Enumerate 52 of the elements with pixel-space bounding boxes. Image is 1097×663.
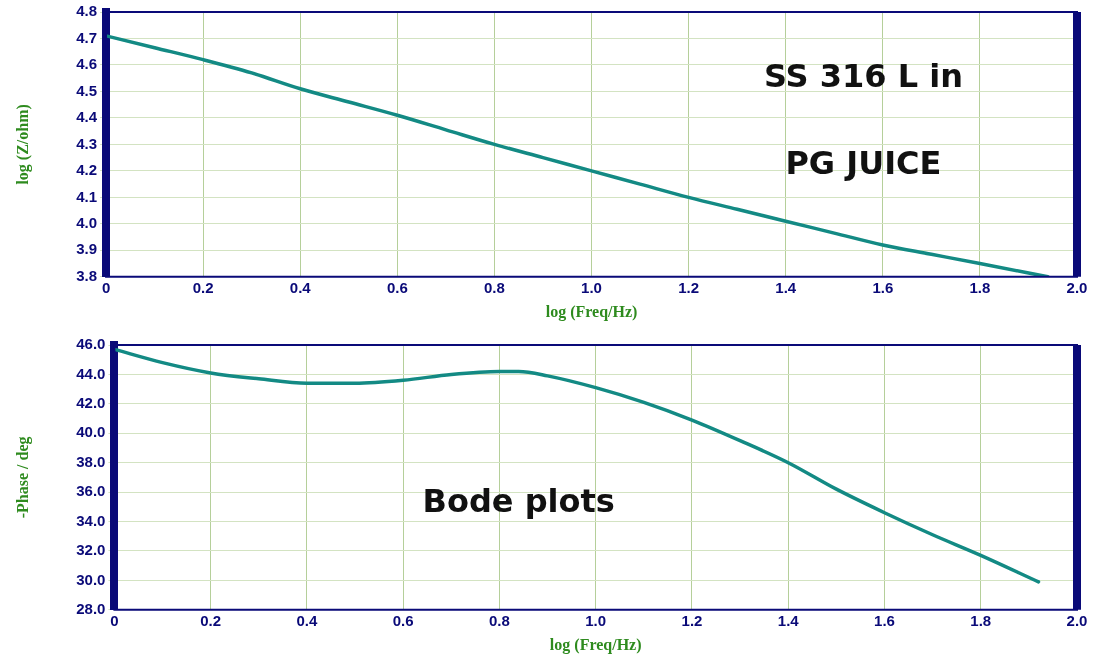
y-tick-label: 4.2 — [76, 161, 98, 179]
x-tick-label: 0.2 — [200, 611, 222, 629]
y-tick-label: 32.0 — [76, 541, 106, 559]
y-tick-label: 40.0 — [76, 423, 106, 441]
y-tick-label: 46.0 — [76, 335, 106, 353]
y-tick-label: 4.1 — [76, 187, 98, 205]
x-tick-label: 0 — [110, 611, 119, 629]
y-tick-label: 30.0 — [76, 570, 106, 588]
line-series — [114, 347, 1041, 584]
x-tick-label: 0.4 — [296, 611, 318, 629]
y-tick-label: 4.5 — [76, 81, 98, 99]
x-tick-label: 0 — [101, 278, 111, 296]
y-tick-label: 38.0 — [76, 452, 106, 470]
x-tick-label: 0.6 — [386, 278, 408, 296]
x-tick-label: 1.6 — [874, 611, 895, 629]
x-tick-label: 1.6 — [872, 278, 894, 296]
x-tick-label: 0.8 — [489, 611, 510, 629]
y-tick-label: 28.0 — [76, 599, 106, 617]
y-tick-label: 4.3 — [76, 134, 98, 152]
x-tick-label: 1.8 — [969, 278, 991, 296]
x-tick-label: 1.2 — [678, 278, 700, 296]
x-tick-label: 1.8 — [970, 611, 992, 629]
y-tick-label: 34.0 — [76, 511, 106, 529]
x-tick-label: 1.0 — [581, 278, 602, 296]
y-tick-label: 4.0 — [76, 213, 98, 231]
y-tick-label: 4.7 — [76, 28, 98, 46]
y-axis-title: log (Z/ohm) — [13, 104, 32, 185]
x-axis-title: log (Freq/Hz) — [549, 635, 642, 654]
x-tick-label: 2.0 — [1066, 611, 1088, 629]
annotation: SS 316 L in — [763, 56, 963, 95]
line-series — [106, 34, 1050, 277]
annotation: Bode plots — [422, 482, 615, 521]
x-axis-title: log (Freq/Hz) — [545, 302, 638, 321]
x-tick-label: 1.4 — [777, 611, 800, 629]
y-tick-label: 36.0 — [76, 482, 106, 500]
x-tick-label: 1.0 — [585, 611, 607, 629]
y-tick-label: 42.0 — [76, 393, 106, 411]
annotation: PG JUICE — [785, 143, 942, 182]
x-tick-label: 0.8 — [484, 278, 505, 296]
y-tick-label: 4.6 — [76, 55, 98, 73]
y-tick-label: 4.8 — [76, 2, 98, 20]
y-tick-label: 44.0 — [76, 364, 106, 382]
y-tick-label: 3.8 — [76, 266, 98, 284]
y-axis-title: -Phase / deg — [13, 436, 32, 519]
x-tick-label: 1.4 — [775, 278, 797, 296]
x-tick-label: 2.0 — [1066, 278, 1088, 296]
x-tick-label: 0.6 — [392, 611, 414, 629]
x-tick-label: 1.2 — [681, 611, 703, 629]
y-tick-label: 3.9 — [76, 240, 98, 258]
x-tick-label: 0.4 — [289, 278, 312, 296]
x-tick-label: 0.2 — [192, 278, 214, 296]
y-tick-label: 4.4 — [76, 108, 98, 126]
